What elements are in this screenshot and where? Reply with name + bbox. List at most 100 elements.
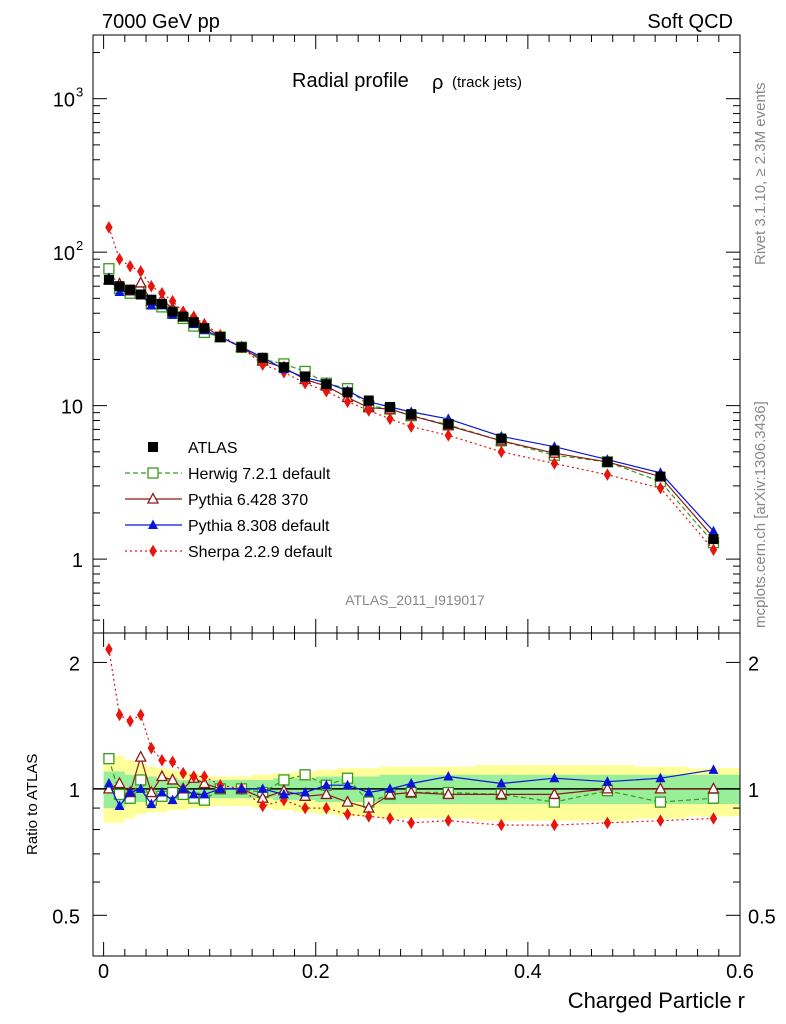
ratio-frame bbox=[92, 632, 741, 957]
ratio-point-pythia8 bbox=[146, 798, 157, 809]
main-point-sherpa bbox=[444, 429, 453, 442]
ratio-point-herwig bbox=[299, 769, 311, 781]
ratio-band-inner bbox=[103, 771, 741, 809]
main-point-atlas bbox=[342, 387, 353, 398]
ratio-point-sherpa bbox=[343, 808, 352, 821]
ratio-point-herwig bbox=[707, 792, 720, 804]
ratio-point-pythia8 bbox=[708, 764, 719, 774]
ratio-point-pythia8 bbox=[178, 783, 189, 793]
main-y-tick-exponent: 3 bbox=[76, 85, 83, 100]
main-y-tick-label: 10 bbox=[53, 90, 75, 112]
chart-title-sub: (track jets) bbox=[452, 74, 522, 91]
ratio-point-sherpa bbox=[407, 816, 415, 830]
main-y-tick-label: 10 bbox=[61, 397, 83, 419]
ratio-point-pythia8 bbox=[342, 779, 353, 790]
ratio-point-pythia6 bbox=[548, 787, 561, 800]
main-point-pythia8 bbox=[708, 525, 719, 536]
legend-marker-herwig bbox=[147, 467, 159, 479]
ratio-point-pythia8 bbox=[156, 787, 167, 797]
main-point-sherpa bbox=[497, 445, 506, 459]
mcplots-label: mcplots.cern.ch [arXiv:1306.3436] bbox=[752, 401, 769, 628]
main-point-atlas bbox=[278, 362, 289, 373]
ratio-point-pythia6 bbox=[113, 776, 126, 789]
ratio-point-pythia8 bbox=[549, 772, 560, 783]
ratio-point-sherpa bbox=[709, 812, 718, 825]
main-point-pythia8 bbox=[114, 286, 125, 297]
main-point-atlas bbox=[156, 298, 167, 309]
ratio-point-pythia8 bbox=[443, 771, 454, 781]
rivet-label: Rivet 3.1.10, ≥ 2.3M events bbox=[752, 83, 769, 266]
legend: ATLAS Herwig 7.2.1 default Pythia 6.428 37… bbox=[125, 440, 333, 561]
main-point-atlas bbox=[406, 409, 417, 420]
ratio-series-pythia8 bbox=[103, 764, 719, 811]
ratio-point-sherpa bbox=[147, 741, 156, 755]
legend-label-pythia6: Pythia 6.428 370 bbox=[188, 492, 308, 509]
ratio-point-sherpa bbox=[603, 816, 612, 830]
ratio-point-pythia6 bbox=[320, 787, 333, 800]
ratio-point-sherpa bbox=[386, 812, 394, 825]
main-point-atlas bbox=[602, 456, 613, 467]
x-axis-label: Charged Particle r bbox=[568, 988, 745, 1013]
main-point-sherpa bbox=[656, 481, 665, 495]
ratio-point-sherpa bbox=[158, 753, 166, 767]
main-series-atlas bbox=[103, 274, 719, 545]
main-point-atlas bbox=[167, 306, 178, 317]
main-y-tick-label: 10 bbox=[53, 243, 75, 265]
legend-label-atlas: ATLAS bbox=[188, 440, 238, 457]
legend-marker-pythia6 bbox=[146, 492, 160, 504]
ratio-y-tick-label: 0.5 bbox=[52, 906, 80, 928]
main-point-atlas bbox=[135, 289, 146, 300]
ratio-point-pythia6 bbox=[155, 769, 169, 782]
ratio-point-sherpa bbox=[444, 814, 453, 827]
ratio-point-pythia8 bbox=[406, 777, 417, 788]
ratio-point-sherpa bbox=[550, 818, 559, 832]
ratio-point-pythia8 bbox=[167, 794, 178, 805]
ratio-point-pythia6 bbox=[654, 781, 667, 794]
ratio-point-pythia8 bbox=[496, 777, 507, 788]
ratio-point-pythia8 bbox=[384, 783, 395, 793]
ratio-point-sherpa bbox=[115, 708, 124, 722]
ratio-point-pythia8 bbox=[135, 783, 146, 793]
main-point-atlas bbox=[125, 284, 136, 295]
ratio-point-sherpa bbox=[190, 770, 198, 783]
ratio-point-pythia6 bbox=[442, 787, 455, 800]
main-point-sherpa bbox=[147, 279, 156, 293]
main-point-sherpa bbox=[136, 265, 145, 278]
main-point-atlas bbox=[655, 471, 666, 482]
ratio-point-sherpa bbox=[497, 818, 506, 832]
main-point-sherpa bbox=[343, 395, 352, 408]
ratio-line-sherpa bbox=[108, 649, 714, 826]
ratio-point-pythia6 bbox=[341, 795, 354, 807]
ratio-point-pythia8 bbox=[114, 800, 125, 811]
ratio-y-tick-label-right: 2 bbox=[748, 653, 759, 675]
chart-title-symbol: ρ bbox=[432, 72, 443, 94]
ratio-panel: 0.5 0.5 1 1 2 2 0 0.2 0.4 0.6 Ratio to ATLAS Char… bbox=[24, 632, 776, 1013]
ratio-point-sherpa bbox=[136, 708, 145, 722]
process-label: Soft QCD bbox=[647, 11, 733, 33]
main-point-atlas bbox=[321, 379, 332, 390]
main-point-sherpa bbox=[386, 412, 394, 426]
ratio-point-sherpa bbox=[200, 770, 209, 783]
main-point-atlas bbox=[443, 418, 454, 429]
ratio-point-pythia8 bbox=[236, 783, 247, 793]
ratio-point-pythia8 bbox=[125, 787, 136, 797]
legend-label-pythia8: Pythia 8.308 default bbox=[188, 518, 330, 535]
ratio-point-pythia8 bbox=[602, 776, 613, 786]
ratio-point-pythia6 bbox=[601, 781, 614, 794]
ratio-point-herwig bbox=[654, 796, 667, 808]
legend-marker-pythia8 bbox=[148, 519, 158, 529]
ratio-point-herwig bbox=[278, 774, 290, 786]
main-point-herwig bbox=[103, 263, 115, 275]
ratio-point-sherpa bbox=[365, 810, 373, 823]
ratio-y-tick-label-right: 1 bbox=[748, 780, 759, 802]
main-y-tick-exponent: 2 bbox=[76, 238, 83, 253]
main-point-sherpa bbox=[115, 252, 124, 266]
main-point-atlas bbox=[146, 294, 157, 305]
x-tick-label: 0.6 bbox=[726, 961, 754, 983]
ratio-point-pythia8 bbox=[655, 772, 666, 783]
x-tick-label: 0 bbox=[98, 961, 109, 983]
main-point-sherpa bbox=[126, 259, 134, 273]
main-point-atlas bbox=[199, 323, 210, 334]
